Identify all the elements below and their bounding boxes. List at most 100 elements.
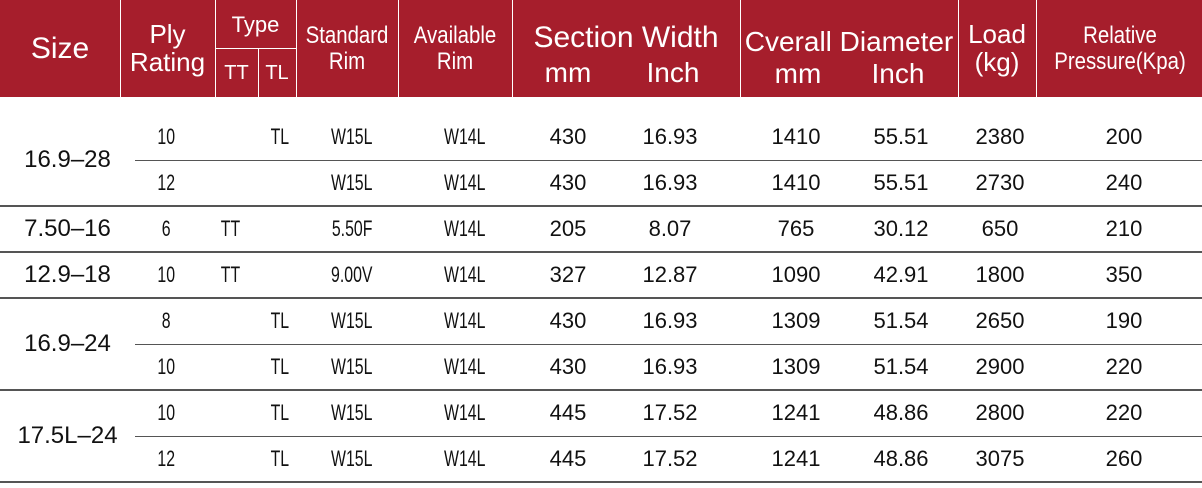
cell-text: 30.12 bbox=[873, 216, 929, 241]
cell-text: 1090 bbox=[771, 262, 821, 287]
cell-text: W14L bbox=[444, 400, 486, 425]
header-cell: Inch bbox=[871, 58, 925, 90]
cell-text: 17.52 bbox=[642, 446, 698, 471]
table-cell: TL bbox=[258, 436, 302, 482]
table-cell: 12 bbox=[140, 160, 192, 206]
cell-text: 190 bbox=[1105, 308, 1143, 333]
cell-text: 1309 bbox=[771, 308, 821, 333]
header-cell: mm bbox=[544, 57, 592, 89]
group-separator bbox=[0, 297, 1202, 299]
cell-text: 1410 bbox=[771, 170, 821, 195]
cell-text: W14L bbox=[444, 446, 486, 471]
header-separator bbox=[958, 0, 959, 97]
table-cell: 1090 bbox=[750, 252, 842, 298]
table-cell: 3075 bbox=[960, 436, 1040, 482]
header-separator bbox=[120, 0, 121, 97]
cell-text: W15L bbox=[331, 446, 373, 471]
table-cell: 2730 bbox=[960, 160, 1040, 206]
cell-text: W15L bbox=[331, 400, 373, 425]
table-cell: W15L bbox=[300, 298, 404, 344]
table-cell: 6 bbox=[140, 206, 192, 252]
header-cell: Relative Pressure(Kpa) bbox=[1054, 22, 1186, 75]
table-cell: W14L bbox=[414, 436, 516, 482]
table-cell: 200 bbox=[1040, 114, 1202, 160]
table-cell: 430 bbox=[525, 160, 611, 206]
header-separator bbox=[398, 0, 399, 97]
table-cell: 8.07 bbox=[615, 206, 725, 252]
cell-text: W15L bbox=[331, 124, 373, 149]
cell-text: 260 bbox=[1105, 446, 1143, 471]
table-cell: 51.54 bbox=[845, 298, 957, 344]
cell-text: 55.51 bbox=[873, 170, 929, 195]
cell-text: 210 bbox=[1105, 216, 1143, 241]
table-cell: 10 bbox=[140, 114, 192, 160]
table-cell: 1410 bbox=[750, 114, 842, 160]
cell-text: 48.86 bbox=[873, 446, 929, 471]
cell-text: TL bbox=[270, 400, 290, 425]
cell-text: TT bbox=[220, 262, 240, 287]
table-header: Size Ply Rating Type TT TL Standard Rim … bbox=[0, 0, 1202, 97]
cell-text: 42.91 bbox=[873, 262, 929, 287]
table-cell: 430 bbox=[525, 298, 611, 344]
group-separator bbox=[0, 389, 1202, 391]
cell-text: 8 bbox=[161, 308, 171, 333]
cell-text: W14L bbox=[444, 124, 486, 149]
cell-text: 430 bbox=[549, 170, 587, 195]
header-cell: TT bbox=[224, 61, 249, 84]
cell-text: TL bbox=[270, 308, 290, 333]
table-cell: W15L bbox=[300, 344, 404, 390]
header-separator bbox=[258, 48, 259, 97]
row-separator bbox=[135, 436, 1202, 437]
size-cell: 7.50–16 bbox=[24, 215, 111, 242]
cell-text: 48.86 bbox=[873, 400, 929, 425]
cell-text: 2380 bbox=[975, 124, 1025, 149]
table-cell: 48.86 bbox=[845, 390, 957, 436]
cell-text: 12 bbox=[157, 170, 175, 195]
table-cell: 1241 bbox=[750, 436, 842, 482]
table-cell: 10 bbox=[140, 344, 192, 390]
table-cell: 1309 bbox=[750, 344, 842, 390]
table-cell: W15L bbox=[300, 114, 404, 160]
header-separator bbox=[740, 0, 741, 97]
group-separator bbox=[0, 481, 1202, 483]
table-cell: 17.52 bbox=[615, 390, 725, 436]
table-cell: 210 bbox=[1040, 206, 1202, 252]
header-cell: mm bbox=[774, 58, 822, 90]
table-cell: W14L bbox=[414, 390, 516, 436]
cell-text: 6 bbox=[161, 216, 171, 241]
cell-text: 430 bbox=[549, 354, 587, 379]
cell-text: 445 bbox=[549, 446, 587, 471]
cell-text: 3075 bbox=[975, 446, 1025, 471]
table-cell: 16.93 bbox=[615, 114, 725, 160]
table-cell: 30.12 bbox=[845, 206, 957, 252]
table-cell: 430 bbox=[525, 344, 611, 390]
table-cell: 430 bbox=[525, 114, 611, 160]
cell-text: W15L bbox=[331, 308, 373, 333]
table-cell: W15L bbox=[300, 390, 404, 436]
cell-text: 10 bbox=[157, 262, 175, 287]
table-cell: 55.51 bbox=[845, 114, 957, 160]
table-cell: 16.93 bbox=[615, 298, 725, 344]
header-separator bbox=[215, 48, 296, 49]
cell-text: 220 bbox=[1105, 354, 1143, 379]
cell-text: W14L bbox=[444, 170, 486, 195]
header-cell: Ply Rating bbox=[129, 19, 206, 77]
cell-text: TL bbox=[270, 446, 290, 471]
header-cell: Section Width bbox=[533, 21, 719, 55]
size-cell: 16.9–28 bbox=[24, 146, 111, 173]
table-cell: 205 bbox=[525, 206, 611, 252]
table-cell: 445 bbox=[525, 436, 611, 482]
cell-text: 55.51 bbox=[873, 124, 929, 149]
table-cell: TL bbox=[258, 114, 302, 160]
cell-text: W15L bbox=[331, 354, 373, 379]
table-cell: 48.86 bbox=[845, 436, 957, 482]
table-cell: W14L bbox=[414, 344, 516, 390]
cell-text: TT bbox=[220, 216, 240, 241]
cell-text: 12 bbox=[157, 446, 175, 471]
table-cell: 16.93 bbox=[615, 160, 725, 206]
header-cell: Inch bbox=[646, 57, 700, 89]
table-cell: W15L bbox=[300, 436, 404, 482]
table-cell: 55.51 bbox=[845, 160, 957, 206]
cell-text: 10 bbox=[157, 354, 175, 379]
